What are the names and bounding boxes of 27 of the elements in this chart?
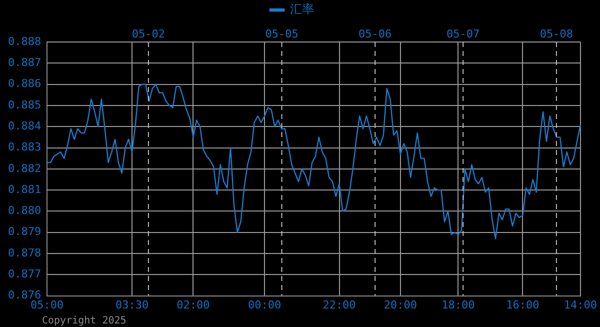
text: 05-07: [446, 27, 480, 40]
y-tick-label: 0.887: [8, 56, 42, 70]
x-tick-label: 22:00: [322, 298, 356, 312]
y-tick-label: 0.880: [8, 204, 42, 218]
y-tick-label: 0.879: [8, 225, 42, 238]
x-tick-label: 20:00: [384, 298, 417, 312]
x-tick-label: 03:30: [115, 298, 149, 312]
x-tick-label: 18:00: [442, 298, 475, 312]
x-tick-label: 14:00: [564, 298, 598, 312]
y-tick-label: 0.878: [8, 246, 42, 260]
y-tick-label: 0.886: [8, 77, 42, 90]
text: 05-05: [265, 27, 298, 40]
y-tick-label: 0.883: [8, 140, 42, 154]
y-tick-label: 0.881: [8, 182, 42, 196]
y-tick-label: 0.885: [8, 98, 42, 112]
x-tick-label: 00:00: [248, 298, 282, 312]
y-tick-label: 0.888: [8, 34, 42, 48]
y-tick-label: 0.882: [8, 162, 42, 175]
y-tick-label: 0.884: [8, 119, 42, 132]
text: 05-02: [132, 27, 166, 40]
text: 05-08: [540, 27, 574, 40]
text: Copyright 2025: [42, 316, 126, 327]
x-tick-label: 16:00: [506, 298, 540, 312]
x-tick-label: 02:00: [176, 298, 210, 312]
y-tick-label: 0.877: [8, 268, 42, 281]
legend-label: 汇率: [290, 2, 314, 16]
text: 05-06: [358, 27, 392, 40]
